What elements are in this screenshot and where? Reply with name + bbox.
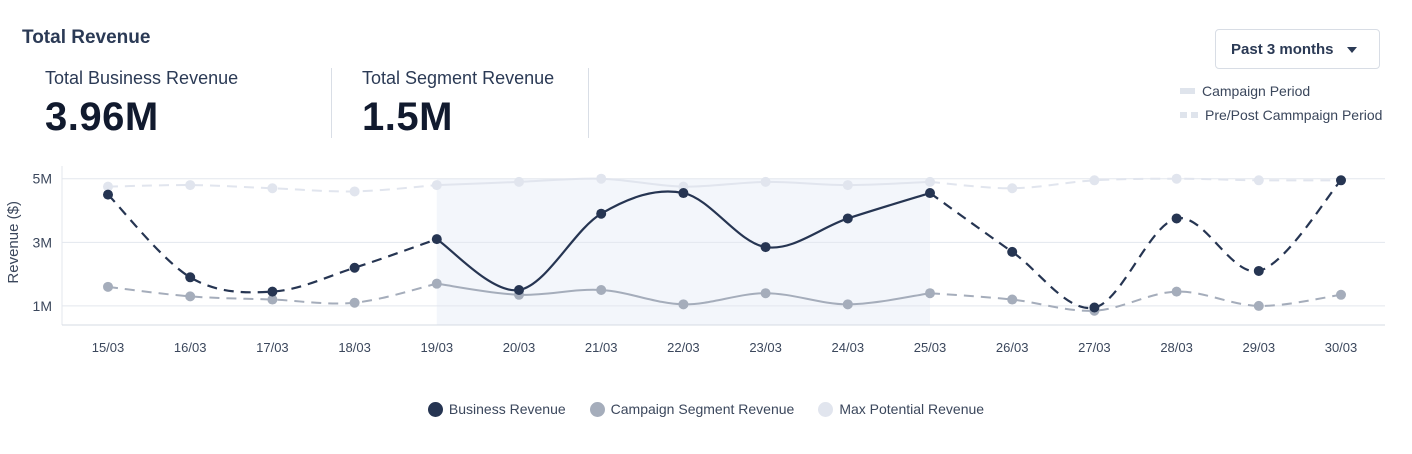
business-point xyxy=(1336,175,1346,186)
y-tick-label: 1M xyxy=(33,298,52,314)
prepost-period-legend: Pre/Post Cammpaign Period xyxy=(1180,107,1382,123)
x-tick-label: 16/03 xyxy=(174,340,207,355)
legend-label: Campaign Segment Revenue xyxy=(610,401,795,417)
segment-point xyxy=(1171,286,1182,297)
business-point xyxy=(925,188,935,199)
chevron-down-icon xyxy=(1347,47,1357,53)
legend-item-segment[interactable]: Campaign Segment Revenue xyxy=(589,401,795,417)
max-potential-point xyxy=(103,181,113,192)
segment-point xyxy=(925,288,935,299)
y-tick-label: 3M xyxy=(33,234,52,250)
business-point xyxy=(1007,246,1018,257)
max-potential-point xyxy=(842,180,853,191)
y-tick-label: 5M xyxy=(33,171,52,187)
campaign-period-legend: Campaign Period xyxy=(1180,83,1310,99)
business-point xyxy=(431,234,442,245)
business-point xyxy=(267,286,278,297)
x-tick-label: 21/03 xyxy=(585,340,618,355)
kpi-label: Total Business Revenue xyxy=(45,68,239,88)
legend-item-potential[interactable]: Max Potential Revenue xyxy=(818,401,984,417)
max-potential-point xyxy=(267,183,278,194)
segment-point xyxy=(103,281,113,292)
page-title: Total Revenue xyxy=(22,27,151,48)
campaign-period-label: Campaign Period xyxy=(1202,83,1311,99)
segment-point xyxy=(596,285,607,296)
x-tick-label: 20/03 xyxy=(503,340,536,355)
max-potential-point xyxy=(185,180,196,191)
legend-item-business[interactable]: Business Revenue xyxy=(427,401,566,417)
max-potential-point xyxy=(1253,175,1264,186)
max-potential-line-pre xyxy=(107,184,437,193)
business-point xyxy=(514,285,524,296)
divider xyxy=(331,68,332,138)
segment-point xyxy=(1007,294,1018,305)
x-tick-label: 24/03 xyxy=(832,340,865,355)
business-point xyxy=(760,242,771,253)
max-potential-point xyxy=(1007,183,1018,194)
max-potential-line-post xyxy=(929,177,1342,190)
segment-point xyxy=(1253,300,1264,311)
segment-point xyxy=(760,288,771,299)
max-potential-point xyxy=(596,173,607,184)
date-range-dropdown[interactable]: Past 3 months xyxy=(1215,29,1380,69)
business-line-pre xyxy=(107,193,438,294)
kpi-segment-revenue: Total Segment Revenue 1.5M xyxy=(362,68,554,140)
segment-line-pre xyxy=(107,282,438,305)
business-point xyxy=(1171,213,1182,224)
x-tick-label: 15/03 xyxy=(92,340,125,355)
segment-point xyxy=(349,297,360,308)
max-potential-point xyxy=(349,186,360,197)
segment-dot-icon xyxy=(589,401,605,417)
x-tick-label: 18/03 xyxy=(338,340,371,355)
y-axis-label: Revenue ($) xyxy=(5,201,22,284)
x-tick-label: 22/03 xyxy=(667,340,700,355)
business-line-post xyxy=(929,179,1342,309)
max-potential-point xyxy=(1171,173,1182,184)
business-point xyxy=(1089,302,1100,313)
x-tick-label: 30/03 xyxy=(1325,340,1358,355)
x-tick-label: 26/03 xyxy=(996,340,1029,355)
divider xyxy=(588,68,589,138)
segment-line-post xyxy=(929,290,1342,312)
max-potential-point xyxy=(431,180,442,191)
chart-legend: Business Revenue Campaign Segment Revenu… xyxy=(0,401,1412,417)
revenue-line-chart: 1M 3M 5M Revenue ($) 15/03 16/03 17/03 18/03 19/… xyxy=(5,166,1385,355)
x-tick-label: 25/03 xyxy=(914,340,947,355)
business-point xyxy=(596,208,607,219)
segment-point xyxy=(267,294,278,305)
date-range-value: Past 3 months xyxy=(1231,40,1334,58)
x-tick-label: 28/03 xyxy=(1160,340,1193,355)
business-point xyxy=(1253,265,1264,276)
legend-label: Business Revenue xyxy=(448,401,566,417)
max-potential-point xyxy=(514,176,524,187)
max-potential-point xyxy=(1089,175,1100,186)
max-potential-point xyxy=(925,176,935,187)
kpi-label: Total Segment Revenue xyxy=(362,68,555,88)
segment-point xyxy=(431,278,442,289)
x-tick-label: 17/03 xyxy=(256,340,289,355)
potential-dot-icon xyxy=(818,401,834,417)
max-potential-point xyxy=(760,176,771,187)
business-point xyxy=(349,262,360,273)
segment-point xyxy=(842,299,853,310)
segment-point xyxy=(1336,289,1346,300)
solid-line-swatch-icon xyxy=(1180,88,1195,94)
kpi-business-revenue: Total Business Revenue 3.96M xyxy=(45,68,238,140)
business-point xyxy=(103,189,113,200)
segment-point xyxy=(185,291,196,302)
x-tick-label: 19/03 xyxy=(421,340,454,355)
prepost-period-label: Pre/Post Cammpaign Period xyxy=(1205,107,1383,123)
x-tick-label: 23/03 xyxy=(749,340,782,355)
x-tick-label: 27/03 xyxy=(1078,340,1111,355)
segment-point xyxy=(678,299,689,310)
business-point xyxy=(185,272,196,283)
business-point xyxy=(678,188,689,199)
dashed-line-swatch-icon xyxy=(1180,112,1198,118)
kpi-value: 1.5M xyxy=(362,95,453,139)
business-point xyxy=(842,213,853,224)
kpi-value: 3.96M xyxy=(45,95,159,139)
legend-label: Max Potential Revenue xyxy=(839,401,985,417)
business-dot-icon xyxy=(427,401,443,417)
x-tick-label: 29/03 xyxy=(1243,340,1276,355)
